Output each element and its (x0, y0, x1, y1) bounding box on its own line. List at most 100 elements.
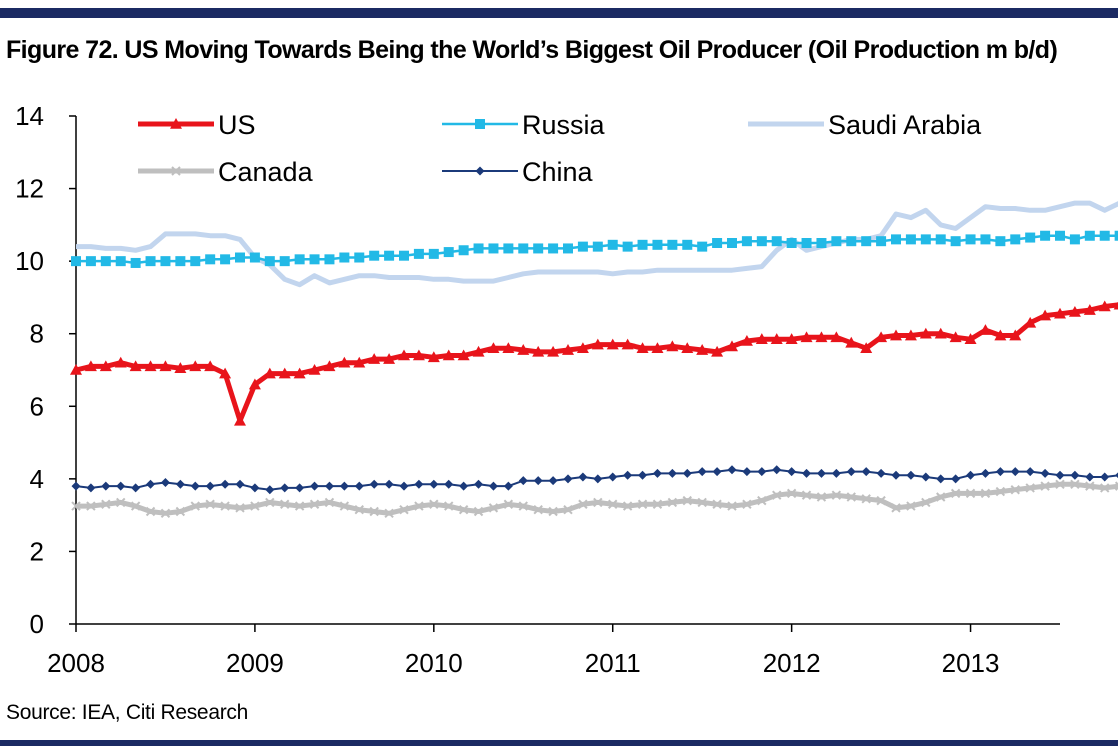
data-point (174, 362, 187, 373)
data-point (666, 340, 679, 352)
data-point (265, 497, 275, 508)
data-point (235, 503, 245, 513)
data-point (577, 241, 588, 252)
data-point (131, 483, 141, 493)
data-point (1025, 467, 1035, 477)
data-point (71, 501, 81, 511)
data-point (801, 238, 812, 248)
data-point (293, 367, 306, 379)
data-point (621, 338, 634, 350)
data-point (727, 465, 737, 475)
data-point (860, 342, 873, 354)
data-point (919, 327, 932, 339)
data-point (652, 468, 662, 478)
data-point (742, 467, 752, 477)
data-point (697, 497, 707, 508)
data-point (802, 468, 812, 478)
data-point (533, 476, 543, 486)
data-point (548, 243, 559, 254)
data-point (309, 499, 320, 509)
series-line-us (75, 302, 1118, 424)
data-point (1100, 483, 1110, 493)
data-point (384, 479, 394, 489)
data-point (175, 479, 185, 489)
data-point (518, 501, 528, 511)
data-point (667, 239, 678, 250)
data-point (429, 479, 439, 489)
data-point (936, 474, 946, 484)
data-point (399, 250, 409, 261)
data-point (876, 236, 887, 247)
data-point (86, 501, 96, 511)
data-point (384, 250, 395, 261)
data-point (145, 506, 156, 517)
data-point (324, 497, 335, 508)
data-point (474, 479, 484, 489)
data-point (339, 481, 349, 491)
data-point (771, 236, 782, 247)
data-point (950, 236, 961, 247)
data-point (116, 481, 126, 491)
data-point (1010, 467, 1020, 477)
data-point (548, 476, 558, 486)
data-point (563, 474, 573, 484)
data-point (398, 349, 410, 361)
x-tick-label: 2012 (763, 648, 821, 678)
data-point (578, 499, 588, 509)
data-point (1098, 300, 1111, 312)
data-point (979, 324, 992, 335)
data-point (473, 243, 484, 254)
data-point (144, 360, 157, 372)
data-point (130, 501, 141, 511)
data-point (816, 492, 827, 502)
data-point (1025, 483, 1035, 493)
data-point (1055, 479, 1065, 490)
data-point (742, 499, 752, 509)
data-point (637, 499, 648, 509)
data-point (1115, 472, 1118, 479)
data-point (1055, 230, 1065, 241)
data-point (427, 351, 440, 363)
data-point (815, 331, 828, 343)
data-point (890, 329, 902, 341)
data-point (101, 481, 111, 491)
data-point (980, 488, 991, 499)
data-point (235, 252, 245, 263)
data-point (354, 481, 364, 491)
data-point (368, 353, 381, 364)
data-point (593, 497, 603, 508)
data-point (576, 342, 589, 354)
data-point (160, 477, 170, 487)
y-tick-label: 4 (30, 464, 44, 494)
y-tick-label: 14 (15, 101, 44, 131)
source-note: Source: IEA, Citi Research (6, 701, 248, 724)
data-point (578, 472, 588, 482)
x-tick-label: 2010 (405, 648, 463, 678)
data-point (876, 468, 886, 478)
data-point (563, 504, 573, 515)
data-point (248, 378, 261, 390)
data-point (876, 495, 886, 506)
legend-label: China (522, 157, 594, 187)
data-point (1024, 316, 1037, 328)
data-point (727, 501, 737, 511)
data-point (622, 241, 633, 252)
data-point (457, 349, 470, 361)
data-point (831, 236, 842, 247)
data-point (338, 356, 351, 368)
data-point (310, 481, 320, 491)
data-point (682, 495, 692, 506)
data-point (503, 499, 514, 509)
data-point (220, 501, 230, 511)
data-point (591, 338, 604, 350)
data-point (830, 331, 843, 343)
data-point (935, 234, 946, 245)
data-point (980, 468, 990, 478)
data-point (442, 349, 455, 361)
y-tick-label: 8 (30, 319, 44, 349)
data-point (458, 504, 469, 515)
data-point (250, 483, 260, 493)
data-point (995, 486, 1006, 497)
data-point (160, 256, 171, 267)
data-point (517, 344, 530, 355)
